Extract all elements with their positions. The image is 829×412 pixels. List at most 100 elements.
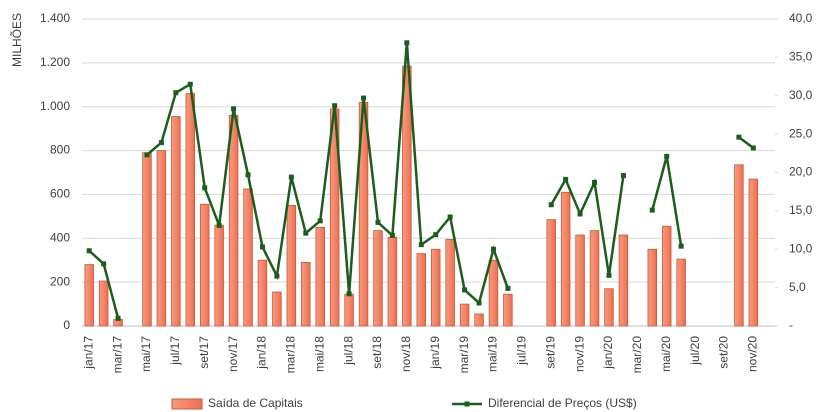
x-tick-label: nov/19 [572,336,586,372]
x-tick-label: mar/19 [457,336,471,374]
line-marker [216,222,222,228]
line-marker [577,211,583,217]
line-marker [548,202,554,208]
x-tick-label: mai/18 [312,336,326,372]
y2-tick-label: - [789,318,793,332]
x-tick-label: mar/18 [284,336,298,374]
line-marker [86,248,92,254]
bar [315,226,325,327]
bar [199,203,210,327]
legend-swatch-marker [464,401,470,407]
bar [301,262,311,327]
bar [272,291,282,327]
line-marker [462,287,468,293]
x-tick-label: mar/17 [110,336,124,374]
y-tick-label: 200 [50,274,70,288]
line-marker [476,300,482,306]
line-marker [245,172,251,178]
line-marker [173,90,179,96]
line-marker [649,207,655,213]
line-marker [101,261,107,267]
line-marker [202,185,208,191]
x-tick-label: mai/17 [139,336,153,372]
line-marker [620,173,626,179]
line-marker [418,242,424,248]
line-marker [447,214,453,220]
y-tick-label: 400 [50,230,70,244]
bar [661,225,672,327]
line-marker [606,272,612,278]
x-tick-label: jul/18 [341,336,355,366]
x-tick-label: set/17 [197,336,211,369]
bar [618,234,629,327]
line-marker [187,81,193,87]
line-marker [664,153,670,159]
y-tick-label: 600 [50,187,70,201]
line-marker [389,232,395,238]
line-marker [274,273,280,279]
bar [156,150,167,327]
x-tick-label: mar/20 [630,336,644,374]
line-marker [361,95,367,101]
line-marker [592,179,598,185]
line-marker [505,285,511,291]
bar [286,204,297,327]
legend-label: Diferencial de Preços (US$) [488,396,637,410]
line-marker [750,145,756,151]
line-marker [259,244,265,250]
x-tick-label: jul/17 [168,336,182,366]
bar [474,313,484,327]
bar [503,293,513,327]
bar [185,93,196,327]
bar [748,178,759,327]
line-marker [490,246,496,252]
bar [575,234,585,327]
y-axis-title: MILHÕES [9,13,24,67]
x-tick-label: jan/18 [255,336,269,370]
x-tick-label: nov/20 [746,336,760,372]
y-tick-label: 800 [50,143,70,157]
y-tick-label: 1.000 [40,99,70,113]
line-marker [332,103,338,109]
bar [402,65,412,327]
y2-tick-label: 10,0 [789,241,813,255]
line-marker [231,106,237,112]
legend-label: Saída de Capitais [208,396,303,410]
bar [416,253,427,327]
line-marker [433,232,439,238]
y2-tick-label: 40,0 [789,11,813,25]
bar [445,238,455,327]
bar [214,224,224,327]
bar [142,152,152,327]
y2-tick-label: 5,0 [789,280,806,294]
bar [560,191,571,327]
bar [387,236,398,327]
y2-tick-label: 15,0 [789,203,813,217]
bar [676,258,686,327]
x-tick-label: jan/20 [601,336,615,370]
bar [546,219,556,327]
x-tick-label: jul/20 [688,336,702,366]
line-marker [158,140,164,146]
x-tick-label: nov/18 [399,336,413,372]
bar [228,115,239,327]
x-tick-label: set/18 [370,336,384,369]
line-marker [563,176,569,182]
bar [589,230,600,327]
line-marker [144,152,150,158]
line-marker [303,230,309,236]
legend-swatch [171,398,203,410]
bar [243,188,253,327]
bar [459,303,470,327]
bar [647,248,658,327]
bar [734,164,744,327]
y-tick-label: 1.400 [40,11,70,25]
line-marker [678,243,684,249]
bar [98,280,109,327]
y2-tick-label: 35,0 [789,50,813,64]
y2-tick-label: 30,0 [789,88,813,102]
x-tick-label: nov/17 [226,336,240,372]
x-tick-label: jul/19 [515,336,529,366]
bar [84,264,94,327]
bar [257,259,268,327]
